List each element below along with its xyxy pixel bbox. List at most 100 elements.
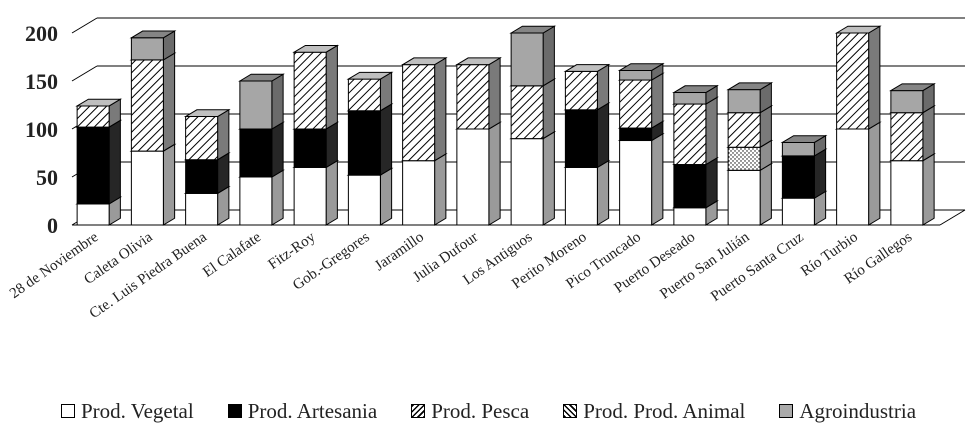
bar-segment-front [511,139,543,225]
bar-segment [728,164,771,225]
bar-segment-front [620,80,652,128]
bar-segment-side [326,161,337,225]
bar-segment [620,73,663,128]
bar-segment-front [837,129,869,225]
bar-group [511,26,554,225]
bar-group [294,45,337,225]
bar-segment-side [272,122,283,177]
bar-segment-front [131,151,163,225]
bar-segment [348,72,391,110]
bar-segment-front [294,167,326,225]
bar-segment [511,79,554,139]
bar-segment-side [706,158,717,208]
bar-segment [782,149,825,198]
bar-segment [891,154,934,225]
bar-segment-side [652,134,663,225]
bar-segment-front [620,70,652,80]
bar-segment-front [240,129,272,177]
chart-legend: Prod. Vegetal Prod. Artesania Prod. Pesc… [0,394,977,428]
bar-segment-side [869,122,880,225]
legend-label-animal: Prod. Prod. Animal [583,399,745,424]
bar-segment-front [294,129,326,167]
legend-item-agro: Agroindustria [779,399,916,424]
bar-segment-side [923,154,934,225]
bar-segment-side [543,26,554,86]
bar-segment-side [109,120,120,204]
bar-group [77,99,120,225]
bar-segment [403,58,446,161]
bar-segment-side [597,65,608,110]
bar-segment-front [294,52,326,129]
bar-segment-side [543,79,554,139]
bar-segment [294,161,337,225]
bar-segment-side [652,73,663,128]
bar-group [728,83,771,225]
bar-segment-front [565,110,597,168]
gridline-depth [72,18,97,33]
bar-segment [565,103,608,167]
x-tick-label: 28 de Noviembre [7,229,102,302]
bar-segment [348,104,391,175]
bar-segment-front [728,170,760,225]
bar-segment-front [728,147,760,170]
bar-group [348,72,391,225]
x-tick-label: El Calafate [200,229,264,281]
bar-segment [348,168,391,225]
bar-segment-front [186,117,218,160]
bar-group [457,58,500,225]
bar-segment-side [326,45,337,129]
bar-segment [728,83,771,113]
bar-segment-side [760,164,771,225]
floor-side-edge [940,210,965,225]
bar-segment [511,26,554,86]
bar-segment-side [380,168,391,225]
bar-segment [674,86,717,104]
bar-segment-front [782,156,814,198]
bar-segment-front [782,198,814,225]
legend-item-pesca: Prod. Pesca [411,399,529,424]
legend-label-artesania: Prod. Artesania [248,399,377,424]
bar-segment [837,122,880,225]
bar-segment-front [891,161,923,225]
bar-segment-front [620,141,652,225]
bar-group [782,136,825,225]
legend-swatch-agro [779,404,793,418]
y-tick-label: 0 [47,213,58,238]
bar-segment [77,120,120,204]
bar-segment-front [131,38,163,60]
bar-segment [620,134,663,225]
y-tick-label: 150 [25,69,58,94]
bar-segment-side [543,132,554,225]
bar-segment-front [674,208,706,225]
bar-segment-side [489,122,500,225]
bar-segment-side [326,122,337,167]
bar-segment-side [218,110,229,160]
stacked-bar-chart: 050100150200 28 de NoviembreCaleta Olivi… [0,0,977,392]
bar-segment-front [457,129,489,225]
bar-group [837,26,880,225]
bar-segment [186,110,229,160]
legend-label-vegetal: Prod. Vegetal [81,399,194,424]
bar-group [674,86,717,225]
bar-segment-front [891,91,923,113]
bar-segment-front [837,33,869,129]
bar-segment-front [674,93,706,105]
bar-segment-side [706,97,717,164]
bar-segment-front [186,193,218,225]
bar-segment-front [620,128,652,140]
legend-swatch-animal [563,404,577,418]
legend-item-animal: Prod. Prod. Animal [563,399,745,424]
bar-segment-side [597,161,608,225]
bar-segment [457,58,500,129]
chart-area: 0 50 100 150 200 28 de Noviembre Caleta Olivi… [0,0,977,392]
bar-segment-side [272,170,283,225]
bar-segment-front [565,167,597,225]
bar-group [240,74,283,225]
legend-item-artesania: Prod. Artesania [228,399,377,424]
bar-segment [891,106,934,161]
bar-segment-side [272,74,283,129]
bar-segment-side [380,104,391,175]
bar-segment-side [163,53,174,151]
bar-group [186,110,229,225]
legend-item-vegetal: Prod. Vegetal [61,399,194,424]
